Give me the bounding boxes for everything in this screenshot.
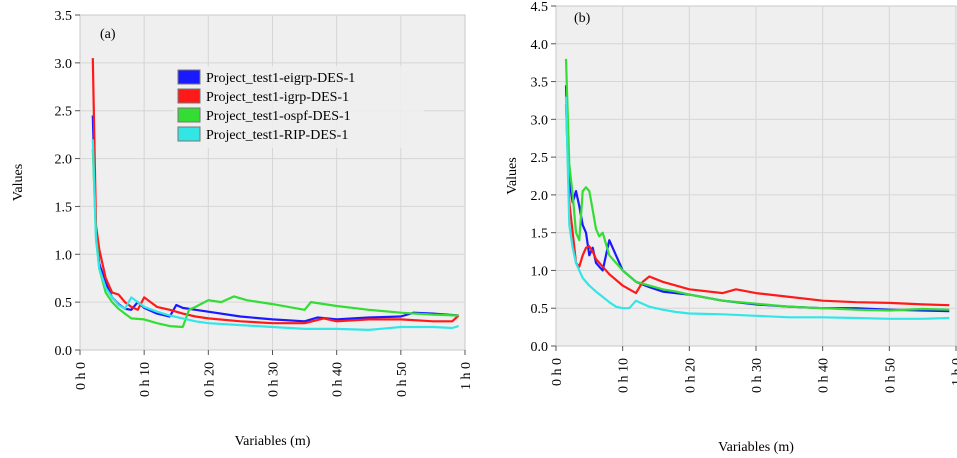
legend-entry: Project_test1-igrp-DES-1 — [206, 90, 349, 105]
series-line-project-test1-rip-des-1 — [91, 139, 459, 331]
x-axis-label: Variables (m) — [235, 434, 311, 449]
chart-b-svg: 0.0 0.5 1.0 1.5 2.0 2.5 3.0 3.5 4.0 4.5 0 h 0 0 h 1… — [505, 0, 957, 455]
x-tick-label: 0 h 20 — [202, 362, 217, 397]
y-tick-label: 1.0 — [531, 264, 549, 279]
x-tick-label: 0 h 30 — [267, 362, 282, 397]
y-tick-label: 0.0 — [55, 344, 73, 359]
x-tick-label: 0 h 10 — [617, 358, 632, 393]
x-tick-label: 1 h 0 — [950, 358, 957, 386]
y-tick-label: 2.5 — [531, 151, 549, 166]
series-line-project-test1-igrp-des-1 — [91, 58, 460, 325]
y-tick-label: 3.5 — [55, 9, 73, 24]
panel-label: (b) — [574, 11, 591, 26]
y-tick-label: 1.5 — [531, 227, 549, 242]
y-tick-label: 2.0 — [531, 189, 549, 204]
x-tick-label: 0 h 20 — [683, 358, 698, 393]
x-tick-label: 0 h 0 — [550, 358, 565, 386]
legend-swatch — [177, 88, 201, 104]
legend-box — [174, 66, 424, 148]
chart-a-svg: 0.0 0.5 1.0 1.5 2.0 2.5 3.0 3.5 0 h 0 0 h 10 0 h 2… — [11, 9, 474, 449]
series-line-project-test1-ospf-des-1 — [91, 148, 459, 329]
panel-label: (a) — [100, 27, 116, 42]
legend-entry: Project_test1-ospf-DES-1 — [206, 109, 351, 124]
chart-panel-b: 0.0 0.5 1.0 1.5 2.0 2.5 3.0 3.5 4.0 4.5 0 h 0 0 h 1… — [480, 0, 957, 458]
legend-swatch — [177, 107, 201, 123]
series-line-chart-b-series-3 — [564, 58, 950, 312]
series-line-chart-b-series-2 — [564, 104, 950, 307]
y-tick-label: 0.0 — [531, 340, 549, 355]
y-tick-label: 4.0 — [531, 38, 549, 53]
x-tick-label: 0 h 40 — [817, 358, 832, 393]
y-tick-label: 3.0 — [55, 57, 73, 72]
x-tick-label: 0 h 40 — [331, 362, 346, 397]
y-tick-label: 2.0 — [55, 153, 73, 168]
series-line-chart-b-series-4 — [564, 96, 950, 320]
legend-swatch — [177, 126, 201, 142]
x-tick-label: 0 h 0 — [74, 362, 89, 390]
y-tick-label: 2.5 — [55, 105, 73, 120]
y-tick-label: 3.5 — [531, 76, 549, 91]
x-tick-label: 0 h 50 — [395, 362, 410, 397]
y-tick-label: 0.5 — [55, 296, 73, 311]
y-tick-label: 1.5 — [55, 200, 73, 215]
x-axis-label: Variables (m) — [718, 440, 794, 455]
x-tick-label: 1 h 0 — [459, 362, 474, 390]
x-tick-label: 0 h 30 — [750, 358, 765, 393]
x-tick-label: 0 h 10 — [138, 362, 153, 397]
y-axis-label: Values — [505, 157, 520, 194]
legend-entry: Project_test1-RIP-DES-1 — [206, 128, 348, 143]
legend-swatch — [177, 69, 201, 85]
legend-entry: Project_test1-eigrp-DES-1 — [206, 71, 355, 86]
y-axis-label: Values — [11, 164, 26, 201]
y-tick-label: 0.5 — [531, 302, 549, 317]
y-tick-label: 3.0 — [531, 113, 549, 128]
chart-panel-a: 0.0 0.5 1.0 1.5 2.0 2.5 3.0 3.5 0 h 0 0 h 10 0 h 2… — [11, 9, 474, 449]
y-tick-label: 4.5 — [531, 0, 549, 15]
y-tick-label: 1.0 — [55, 248, 73, 263]
x-tick-label: 0 h 50 — [883, 358, 898, 393]
